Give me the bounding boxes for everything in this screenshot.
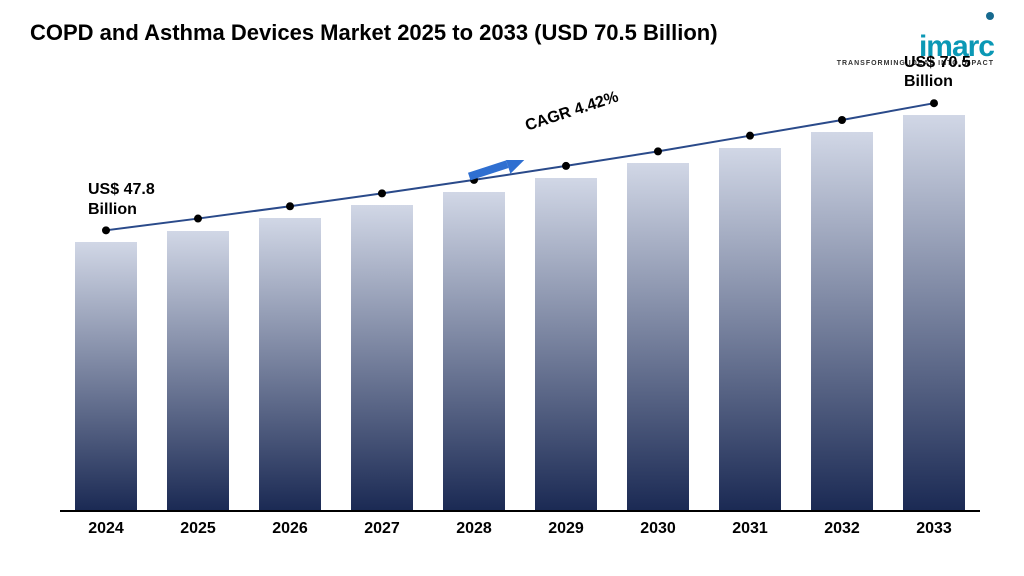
end-value-line2: Billion [904,72,971,91]
cagr-arrow-icon [464,160,534,190]
x-label-2032: 2032 [811,520,873,538]
logo-dot-icon [986,12,994,20]
x-label-2027: 2027 [351,520,413,538]
x-label-2028: 2028 [443,520,505,538]
x-label-2025: 2025 [167,520,229,538]
chart-title: COPD and Asthma Devices Market 2025 to 2… [30,20,718,46]
x-label-2024: 2024 [75,520,137,538]
x-label-2031: 2031 [719,520,781,538]
end-value-line1: US$ 70.5 [904,53,971,72]
x-label-2030: 2030 [627,520,689,538]
start-value-line2: Billion [88,200,155,219]
end-value-callout: US$ 70.5 Billion [904,53,971,91]
start-value-line1: US$ 47.8 [88,180,155,199]
x-label-2029: 2029 [535,520,597,538]
x-axis-labels: 2024 2025 2026 2027 2028 2029 2030 2031 2032 2033 [60,510,980,550]
chart-plot-area [60,90,980,510]
start-value-callout: US$ 47.8 Billion [88,180,155,218]
x-label-2033: 2033 [903,520,965,538]
trend-line [60,90,980,510]
x-label-2026: 2026 [259,520,321,538]
